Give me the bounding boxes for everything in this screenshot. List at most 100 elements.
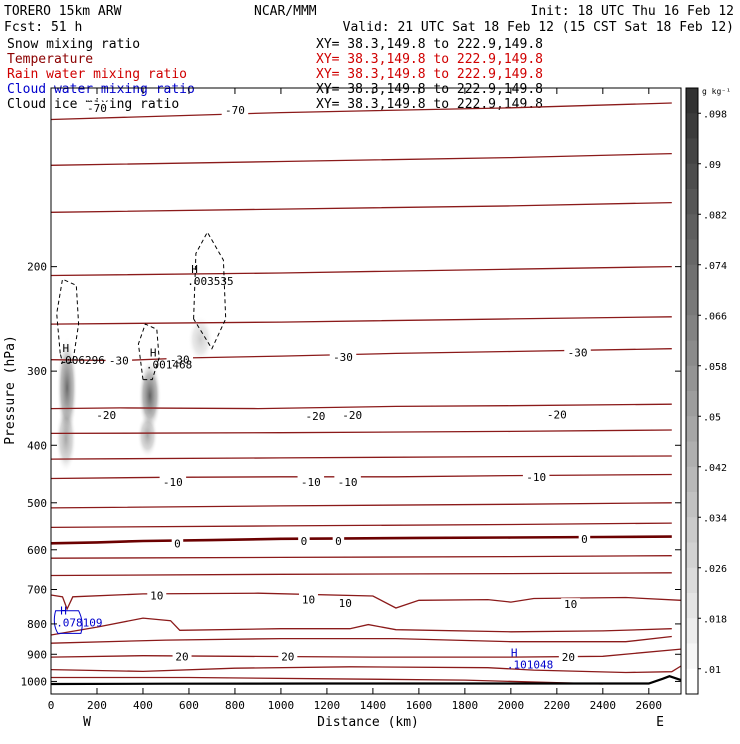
x-tick-label: 200 [87, 699, 107, 712]
x-tick-label: 0 [48, 699, 55, 712]
colorbar-cell [686, 315, 698, 341]
contour-label-bg [338, 409, 366, 422]
temperature-contour [50, 102, 672, 121]
temperature-contour [50, 265, 672, 277]
contour-label-bg [166, 353, 194, 366]
terrain-line [50, 675, 682, 686]
maximum-mark: H [511, 647, 518, 660]
colorbar-cell [686, 340, 698, 367]
colorbar-cell [686, 88, 698, 114]
temperature-contour [50, 648, 682, 658]
contour-label: -20 [305, 410, 325, 423]
forecast-hour: Fcst: 51 h [4, 20, 82, 35]
field-legend: Snow mixing ratio XY= 38.3,149.8 to 222.9… [7, 37, 543, 112]
x-tick-label: 2000 [498, 699, 525, 712]
x-tick-label: 400 [133, 699, 153, 712]
y-tick-label: 900 [27, 648, 47, 661]
axes: 0 200 400 600 800 1000 1200 1400 1600 1800 2000 220… [21, 87, 682, 712]
contour-label-bg [147, 589, 167, 602]
colorbar-cell [686, 567, 698, 594]
x-tick-label: 2400 [590, 699, 617, 712]
contour-label: -10 [526, 471, 546, 484]
colorbar: .098 .09 .082 .074 .066 .058 .05 .042 .034 .026 .0… [685, 87, 731, 695]
contour-label-bg [172, 650, 192, 663]
snow-shading-blob [187, 315, 214, 363]
contour-label: 10 [339, 597, 352, 610]
temperature-contour [50, 316, 672, 325]
colorbar-cell [686, 163, 698, 190]
contour-label: -30 [109, 355, 129, 368]
contour-label: -30 [568, 346, 588, 359]
x-tick-label: 1000 [268, 699, 295, 712]
contour-label-bg [302, 409, 329, 422]
colorbar-cell [686, 416, 698, 442]
contour-label-bg [299, 593, 319, 606]
west-label: W [83, 715, 91, 730]
contour-label-bg [92, 409, 120, 422]
colorbar-cell [686, 492, 698, 518]
temperature-contour [50, 473, 672, 480]
snow-shading-blob [137, 413, 158, 458]
temperature-contour [50, 665, 682, 674]
snow-contour [137, 323, 160, 381]
init-time: Init: 18 UTC Thu 16 Feb 12 [531, 4, 735, 19]
colorbar-cell [686, 214, 698, 240]
colorbar-tick-label: .026 [703, 564, 727, 575]
center-label: NCAR/MMM [254, 4, 317, 19]
model-title: TORERO 15km ARW [4, 4, 122, 19]
x-tick-label: 800 [225, 699, 245, 712]
colorbar-tick-label: .01 [703, 665, 721, 676]
contour-label: -10 [163, 476, 183, 489]
contour-label: -30 [170, 354, 190, 367]
contour-label-bg [221, 104, 249, 117]
colorbar-unit: g kg⁻¹ [702, 87, 731, 96]
contour-label-bg [105, 354, 133, 367]
contour-label: -10 [301, 476, 321, 489]
field-name: Snow mixing ratio [7, 37, 140, 52]
maximum-value: .006296 [58, 354, 104, 367]
field-name: Rain water mixing ratio [7, 67, 187, 82]
y-axis-label: Pressure (hPa) [3, 335, 18, 445]
temperature-contour [50, 535, 672, 545]
valid-time: Valid: 21 UTC Sat 18 Feb 12 (15 CST Sat … [343, 20, 734, 35]
x-tick-label: 1800 [452, 699, 479, 712]
east-label: E [656, 715, 664, 730]
colorbar-cell [686, 113, 698, 139]
contour-label: -70 [225, 104, 245, 117]
contour-label: 20 [562, 651, 575, 664]
field-xy: XY= 38.3,149.8 to 222.9,149.8 [316, 37, 543, 52]
contour-label-bg [83, 101, 111, 114]
contour-label: -20 [342, 409, 362, 422]
cloud-water-contour [53, 610, 83, 634]
colorbar-cell [686, 668, 698, 695]
contour-label: 10 [564, 598, 577, 611]
colorbar-cell [686, 239, 698, 266]
maximum-value: .003535 [187, 275, 233, 288]
x-tick-label: 600 [179, 699, 199, 712]
y-tick-label: 400 [27, 439, 47, 452]
contour-label: -70 [87, 102, 107, 115]
colorbar-cell [686, 466, 698, 493]
maximum-value: .078109 [56, 617, 102, 630]
contour-label: 0 [581, 533, 588, 546]
colorbar-cell [686, 542, 698, 569]
contour-label: 0 [301, 535, 308, 548]
colorbar-cell [686, 593, 698, 619]
temperature-contour [50, 429, 672, 435]
contour-label-bg [334, 475, 361, 488]
y-tick-label: 600 [27, 544, 47, 557]
colorbar-tick-label: .082 [703, 210, 727, 221]
contour-label-bg [564, 346, 591, 359]
x-axis-label: Distance (km) [317, 715, 419, 730]
contour-label: -20 [96, 409, 116, 422]
field-xy: XY= 38.3,149.8 to 222.9,149.8 [316, 67, 543, 82]
plot-area: -70 -70 -30 -30 -30 -30 -20 -20 -20 -20 -10 -10 -10 -… [50, 101, 682, 686]
contour-label-bg [332, 535, 345, 548]
colorbar-tick-label: .066 [703, 311, 727, 322]
colorbar-cell [686, 441, 698, 468]
contour-label-bg [578, 532, 591, 545]
contour-label-bg [329, 351, 357, 364]
temperature-contour [50, 617, 672, 636]
contour-label: 20 [281, 651, 294, 664]
